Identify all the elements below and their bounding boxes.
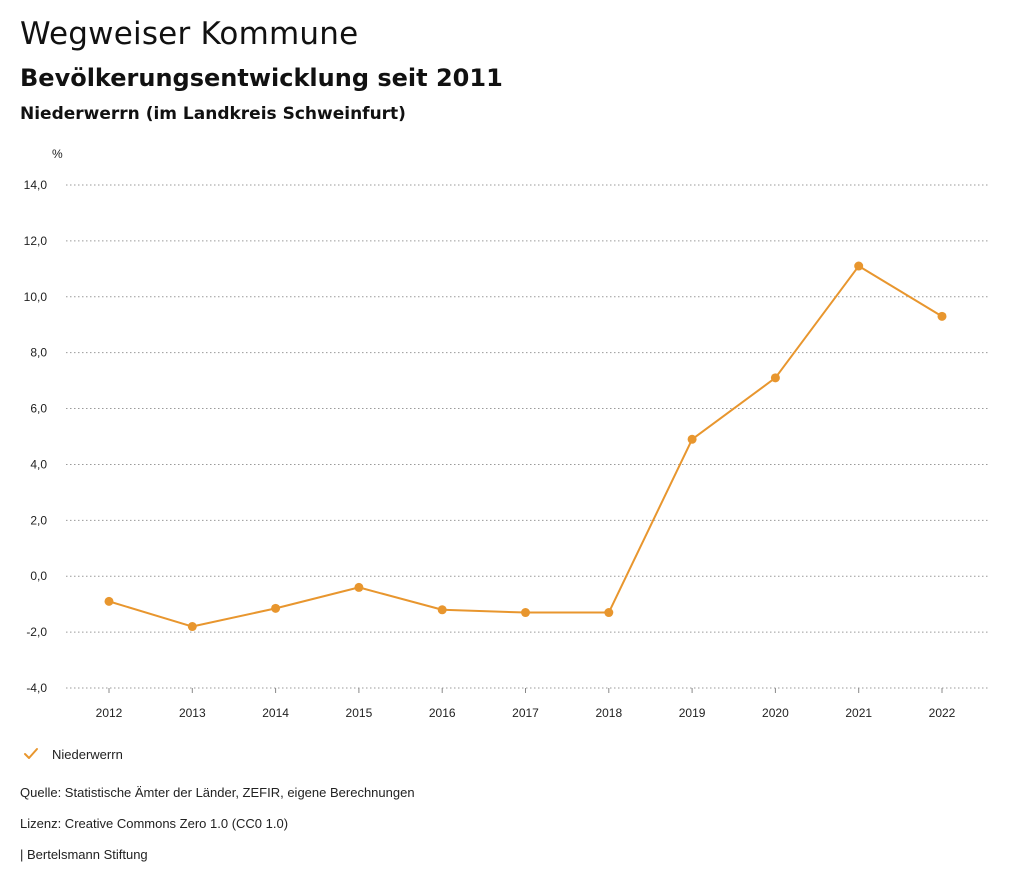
x-tick-label: 2016: [429, 706, 456, 720]
series-line-niederwerrn: [108, 265, 943, 628]
x-tick-label: 2021: [845, 706, 872, 720]
data-point: [604, 608, 614, 618]
x-tick-label: 2014: [262, 706, 289, 720]
license-note: Lizenz: Creative Commons Zero 1.0 (CC0 1…: [20, 816, 289, 831]
y-tick-label: 10,0: [24, 290, 48, 304]
page-title: Wegweiser Kommune: [20, 16, 359, 52]
data-point: [271, 603, 281, 613]
data-point: [437, 605, 447, 615]
legend-label: Niederwerrn: [52, 746, 123, 762]
y-tick-label: -2,0: [26, 625, 47, 639]
line-chart: % 14,0 12,0 10,0 8,0 6,0 4,0 2,0 0,0 -2,0 -4,0 2012…: [24, 147, 990, 720]
x-tick-label: 2017: [512, 706, 539, 720]
x-tick-label: 2020: [762, 706, 789, 720]
y-axis-unit: %: [52, 147, 63, 161]
y-tick-label: 6,0: [30, 402, 47, 416]
x-tick-label: 2013: [179, 706, 206, 720]
check-mark-icon: [24, 748, 38, 759]
data-point: [521, 608, 530, 618]
y-tick-label: 2,0: [30, 513, 47, 527]
data-point: [854, 261, 864, 271]
y-tick-label: 8,0: [30, 346, 47, 360]
x-tick-label: 2018: [595, 706, 622, 720]
chart-subtitle: Bevölkerungsentwicklung seit 2011: [20, 64, 503, 92]
data-point: [187, 622, 197, 632]
data-point: [687, 434, 697, 444]
publisher-note: | Bertelsmann Stiftung: [20, 847, 148, 862]
data-point: [354, 582, 364, 592]
y-tick-label: 14,0: [24, 178, 48, 192]
data-point: [937, 311, 947, 321]
data-point: [770, 373, 780, 383]
y-tick-label: 12,0: [24, 234, 48, 248]
data-point: [104, 596, 114, 606]
x-tick-label: 2015: [346, 706, 373, 720]
x-tick-label: 2019: [679, 706, 706, 720]
y-tick-label: -4,0: [26, 681, 47, 695]
x-tick-label: 2022: [929, 706, 956, 720]
legend[interactable]: Niederwerrn: [22, 745, 123, 763]
y-tick-label: 0,0: [30, 569, 47, 583]
municipality-label: Niederwerrn (im Landkreis Schweinfurt): [20, 104, 406, 124]
y-tick-label: 4,0: [30, 457, 47, 471]
x-tick-label: 2012: [96, 706, 123, 720]
source-note: Quelle: Statistische Ämter der Länder, Z…: [20, 785, 415, 800]
